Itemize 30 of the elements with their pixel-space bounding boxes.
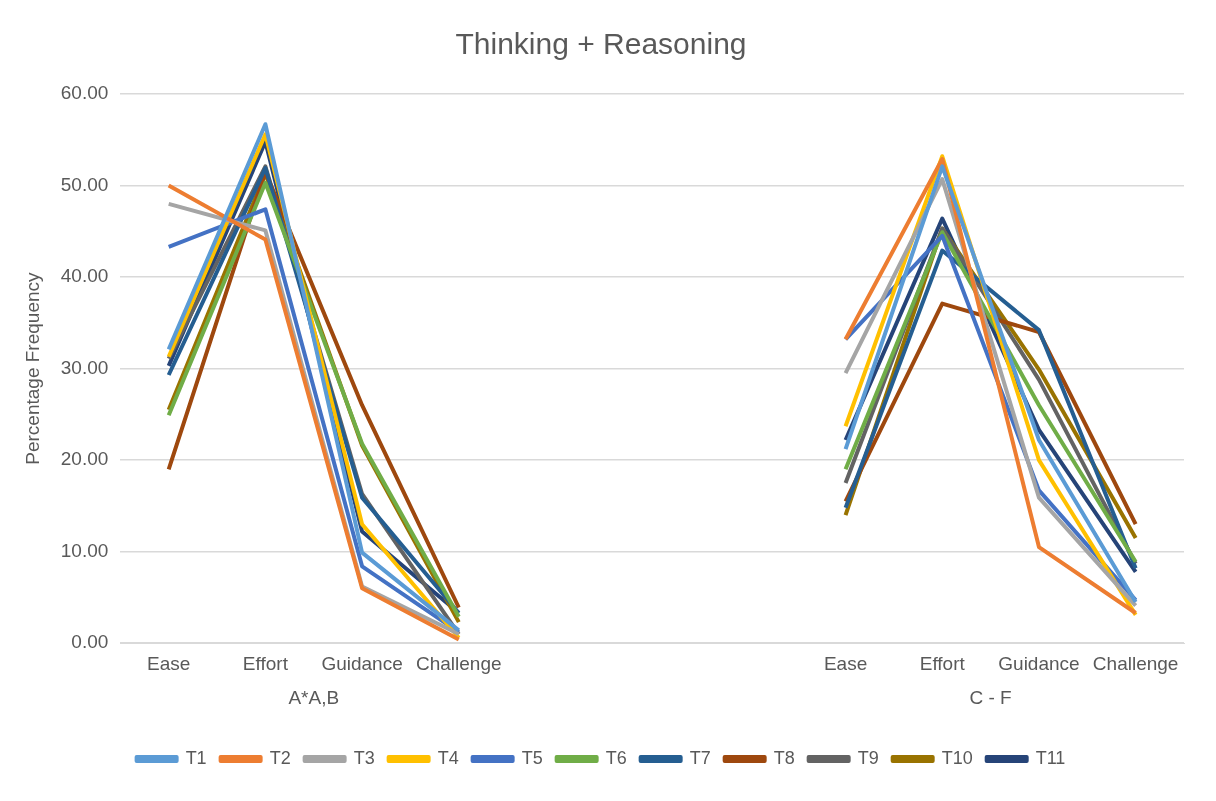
x-tick-label: Challenge [415,652,502,674]
legend-label: T6 [605,747,627,768]
y-tick-label: 50.00 [60,173,109,195]
x-tick-label: Guidance [321,652,403,674]
y-axis-title: Percentage Frequency [21,271,43,465]
x-tick-label: Effort [242,652,289,674]
legend-label: T10 [941,747,973,768]
legend-label: T4 [437,747,459,768]
x-tick-label: Guidance [998,652,1080,674]
legend-label: T3 [353,747,375,768]
chart-title: Thinking + Reasoning [455,27,747,61]
text: A*A,B [288,686,340,708]
y-tick-label: 30.00 [60,356,109,378]
y-tick-label: 20.00 [60,448,109,470]
legend-label: T8 [773,747,795,768]
y-tick-label: 60.00 [60,82,109,104]
y-tick-label: 0.00 [71,631,109,653]
legend-label: T11 [1035,747,1066,768]
legend-label: T7 [689,747,711,768]
x-tick-label: Effort [919,652,966,674]
text: C - F [969,686,1012,708]
y-tick-label: 10.00 [60,539,109,561]
y-tick-label: 40.00 [60,265,109,287]
x-tick-label: Ease [823,652,868,674]
x-tick-label: Ease [147,652,191,674]
legend-label: T2 [269,747,291,768]
legend-label: T1 [185,747,207,768]
legend-label: T9 [857,747,879,768]
x-tick-label: Challenge [1092,652,1179,674]
legend-label: T5 [521,747,543,768]
